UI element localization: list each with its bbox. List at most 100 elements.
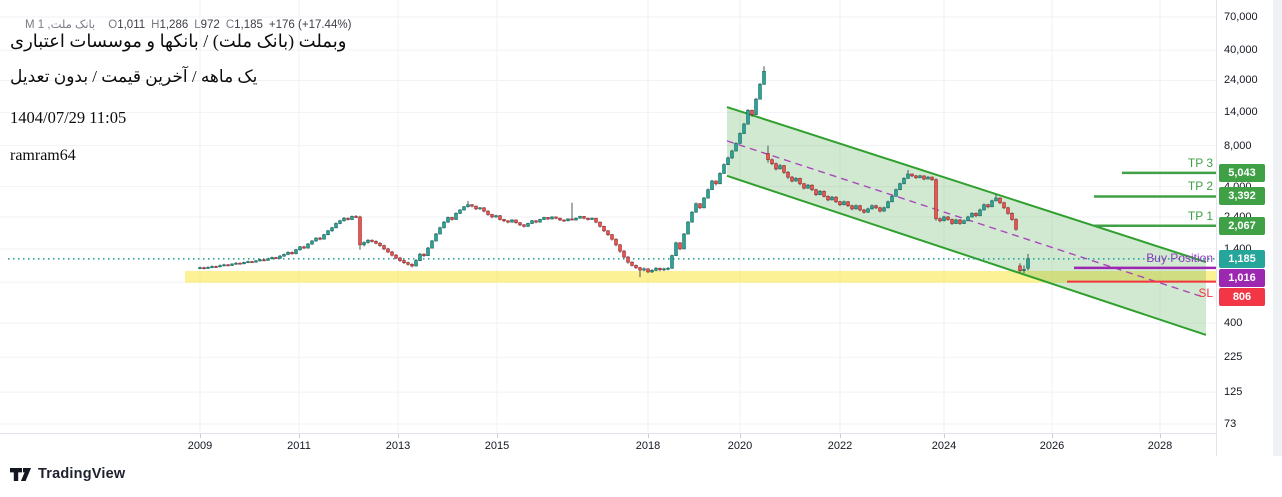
candle-down xyxy=(594,217,598,223)
candle-up xyxy=(366,239,370,243)
candle-up xyxy=(454,213,458,220)
price-tick-label: 125 xyxy=(1224,386,1243,399)
candle-down xyxy=(514,219,518,224)
candle-up xyxy=(954,219,958,224)
candle-up xyxy=(806,184,810,189)
price-axis[interactable]: 70,00040,00024,00014,0008,0004,0002,4001… xyxy=(1216,0,1282,456)
candle-down xyxy=(922,175,926,180)
candle-up xyxy=(234,262,238,265)
price-tick-label: 40,000 xyxy=(1224,44,1258,57)
candle-down xyxy=(486,210,490,215)
candle-up xyxy=(426,247,430,256)
candle-up xyxy=(902,178,906,185)
candle-up xyxy=(866,208,870,213)
candle-up xyxy=(726,157,730,165)
time-axis[interactable]: 2009 2011 2013 2015 2018 2020 2022 2024 2026 2028 xyxy=(0,433,1216,457)
candle-down xyxy=(626,256,630,263)
candle-down xyxy=(862,209,866,213)
symbol-legend[interactable]: بانک ملت, 1 M O1,011 H1,286 L972 C1,185 +176 … xyxy=(25,17,351,31)
candle-up xyxy=(882,207,886,212)
candle-down xyxy=(770,159,774,164)
price-tick-label: 24,000 xyxy=(1224,74,1258,87)
candle-down xyxy=(802,183,806,189)
candle-up xyxy=(342,217,346,222)
candle-down xyxy=(346,217,350,220)
candle-down xyxy=(930,176,934,181)
candle-down xyxy=(582,216,586,219)
candle-down xyxy=(502,219,506,222)
candle-up xyxy=(650,269,654,273)
candle-up xyxy=(510,219,514,223)
candle-down xyxy=(834,196,838,203)
candle-down xyxy=(610,234,614,240)
close-value: 1,185 xyxy=(234,19,263,31)
candle-up xyxy=(990,200,994,208)
price-tick-label: 14,000 xyxy=(1224,106,1258,119)
candle-up xyxy=(978,209,982,217)
candle-up xyxy=(854,205,858,210)
candlestick-chart-canvas[interactable] xyxy=(0,0,1216,433)
candle-up xyxy=(746,109,750,125)
candle-down xyxy=(646,268,650,273)
candle-up xyxy=(962,220,966,224)
candle-up xyxy=(566,218,570,222)
time-tick-mark xyxy=(1160,434,1161,438)
candle-down xyxy=(810,184,814,191)
candle-down xyxy=(874,205,878,209)
candle-down xyxy=(398,257,402,261)
candle-down xyxy=(214,266,218,268)
candle-down xyxy=(814,189,818,195)
high-value: 1,286 xyxy=(159,19,189,31)
time-tick-mark xyxy=(840,434,841,438)
candle-down xyxy=(354,216,358,218)
time-tick-mark xyxy=(497,434,498,438)
chart-plot-area[interactable]: بانک ملت, 1 M O1,011 H1,286 L972 C1,185 +176 … xyxy=(0,0,1216,433)
tp2-price-badge: 3,392 xyxy=(1219,187,1265,206)
candle-down xyxy=(766,153,770,161)
candle-down xyxy=(826,195,830,201)
candle-up xyxy=(870,205,874,210)
candle-up xyxy=(690,211,694,223)
sl-label[interactable]: SL xyxy=(1198,285,1213,300)
trend-channel-bottom-line[interactable] xyxy=(726,174,1207,336)
tradingview-logo[interactable]: TradingView xyxy=(10,466,125,482)
candle-up xyxy=(314,237,318,242)
symbol-info[interactable]: بانک ملت, 1 M xyxy=(25,19,96,31)
candle-up xyxy=(530,220,534,224)
price-tick-label: 225 xyxy=(1224,351,1243,364)
tp2-label[interactable]: TP 2 xyxy=(1187,179,1213,194)
time-tick-label: 2024 xyxy=(931,440,957,452)
candle-down xyxy=(274,257,278,259)
trend-channel-top-line[interactable] xyxy=(726,106,1207,263)
candle-down xyxy=(618,244,622,252)
candle-down xyxy=(1002,202,1006,209)
candle-down xyxy=(798,178,802,185)
candle-up xyxy=(446,217,450,223)
candle-up xyxy=(574,217,578,221)
candle-down xyxy=(558,217,562,221)
buy-label[interactable]: Buy Position xyxy=(1146,250,1213,265)
candle-down xyxy=(846,201,850,207)
candle-up xyxy=(438,227,442,235)
time-tick-mark xyxy=(398,434,399,438)
candle-down xyxy=(410,263,414,267)
candle-up xyxy=(666,267,670,270)
candle-up xyxy=(970,213,974,218)
tp1-label[interactable]: TP 1 xyxy=(1187,208,1213,223)
candle-up xyxy=(778,165,782,170)
candle-up xyxy=(794,178,798,182)
tp3-label[interactable]: TP 3 xyxy=(1187,155,1213,170)
yellow-support-zone[interactable] xyxy=(185,270,1216,283)
candle-down xyxy=(1018,265,1022,272)
open-value: 1,011 xyxy=(117,19,146,31)
candle-down xyxy=(402,260,406,264)
candle-up xyxy=(762,70,766,85)
candle-down xyxy=(838,201,842,206)
candle-down xyxy=(1006,207,1010,214)
candle-down xyxy=(950,219,954,224)
candle-down xyxy=(522,224,526,227)
candle-down xyxy=(498,215,502,220)
candle-up xyxy=(494,215,498,218)
candle-down xyxy=(382,245,386,250)
